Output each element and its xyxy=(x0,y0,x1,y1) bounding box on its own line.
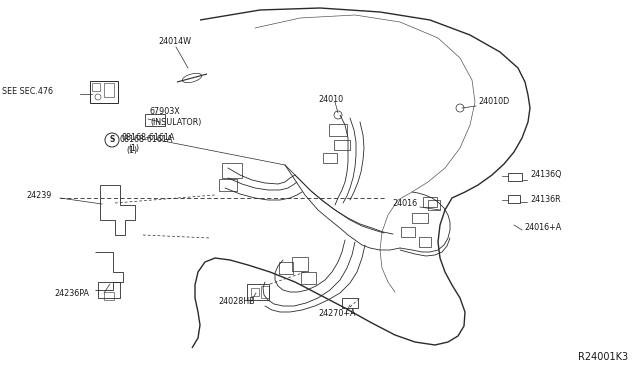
Bar xyxy=(98,282,120,298)
Bar xyxy=(219,179,237,191)
Text: 24016+A: 24016+A xyxy=(524,224,561,232)
Text: 67903X: 67903X xyxy=(150,108,180,116)
Bar xyxy=(104,83,114,97)
Bar xyxy=(292,257,308,271)
Text: 24236PA: 24236PA xyxy=(54,289,89,298)
Bar xyxy=(508,173,522,181)
Bar xyxy=(428,200,440,210)
Bar xyxy=(508,195,520,203)
Text: 24014W: 24014W xyxy=(158,38,191,46)
Bar xyxy=(92,83,100,91)
Text: 24010D: 24010D xyxy=(478,97,509,106)
Bar xyxy=(301,272,316,284)
Bar xyxy=(423,197,437,207)
Bar xyxy=(279,262,293,274)
Bar xyxy=(251,288,259,296)
Text: (INSULATOR): (INSULATOR) xyxy=(150,118,202,126)
Text: S: S xyxy=(109,135,115,144)
Text: (1): (1) xyxy=(126,145,137,154)
Text: 24016: 24016 xyxy=(392,199,417,208)
Bar xyxy=(90,81,118,103)
Bar xyxy=(104,292,114,300)
Bar xyxy=(222,163,242,178)
Text: 24010: 24010 xyxy=(318,96,343,105)
Bar xyxy=(401,227,415,237)
Bar xyxy=(419,237,431,247)
Bar xyxy=(323,153,337,163)
Text: SEE SEC.476: SEE SEC.476 xyxy=(2,87,53,96)
Bar xyxy=(342,298,358,308)
Text: 08168-6161A: 08168-6161A xyxy=(122,134,175,142)
Bar xyxy=(334,140,350,150)
Bar xyxy=(261,286,269,298)
Bar xyxy=(145,114,165,126)
Bar xyxy=(412,213,428,223)
Text: (1): (1) xyxy=(128,144,139,154)
Text: 24136Q: 24136Q xyxy=(530,170,561,180)
Bar xyxy=(247,284,269,300)
Text: 08168-6161A: 08168-6161A xyxy=(119,135,172,144)
Text: 24239: 24239 xyxy=(26,192,51,201)
Text: 24136R: 24136R xyxy=(530,196,561,205)
Text: R24001K3: R24001K3 xyxy=(578,352,628,362)
Text: 24028HB: 24028HB xyxy=(218,296,255,305)
Text: 24270+A: 24270+A xyxy=(318,310,355,318)
Bar xyxy=(329,124,347,136)
